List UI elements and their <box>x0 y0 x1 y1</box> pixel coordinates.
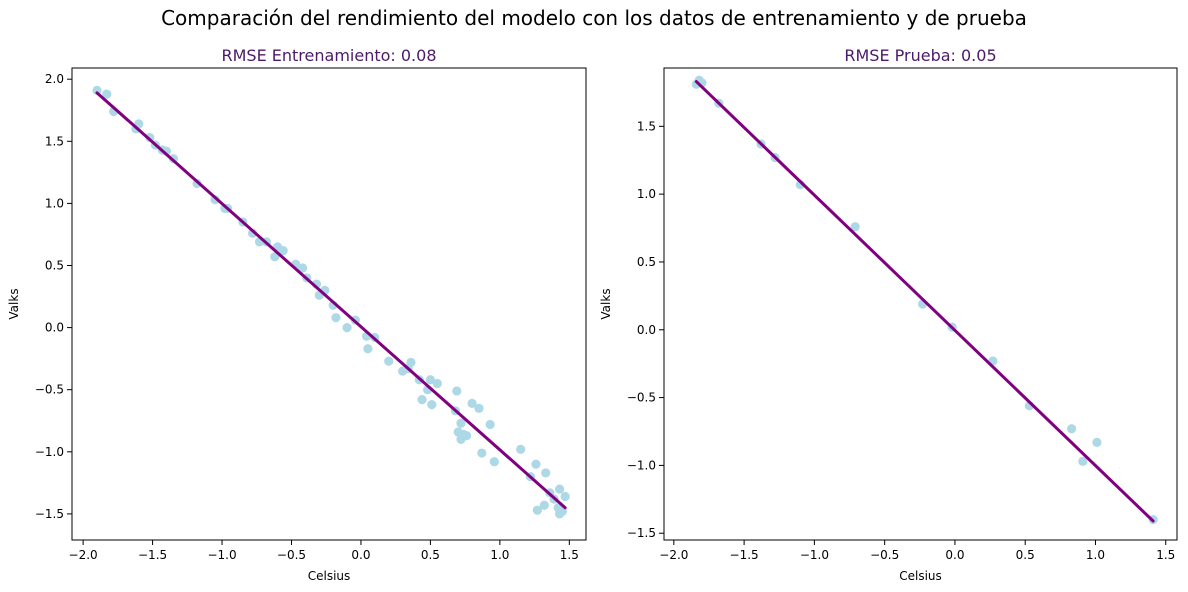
scatter-point <box>541 468 551 478</box>
x-axis-label: Celsius <box>899 569 942 583</box>
x-tick-label: 1.5 <box>560 548 579 562</box>
panel-title: RMSE Entrenamiento: 0.08 <box>222 46 437 65</box>
scatter-point <box>485 419 495 430</box>
scatter-point <box>406 357 416 367</box>
scatter-point <box>555 484 565 494</box>
x-tick-label: −2.0 <box>69 548 98 562</box>
scatter-point <box>1092 437 1102 447</box>
x-tick-label: −1.5 <box>138 548 167 562</box>
x-tick-label: −0.5 <box>870 548 899 562</box>
scatter-point <box>331 313 341 323</box>
x-tick-label: 1.5 <box>1156 548 1175 562</box>
scatter-point <box>417 395 427 405</box>
x-tick-label: −1.0 <box>800 548 829 562</box>
scatter-point <box>850 222 860 232</box>
scatter-point <box>531 459 541 469</box>
y-tick-label: 1.5 <box>45 134 64 148</box>
x-tick-label: −1.5 <box>730 548 759 562</box>
scatter-point <box>92 85 102 95</box>
y-axis-label: Valks <box>7 288 21 319</box>
x-tick-label: 1.0 <box>1086 548 1105 562</box>
scatter-point <box>270 252 280 262</box>
scatter-point <box>1078 456 1088 466</box>
scatter-point <box>539 500 549 510</box>
y-tick-label: −1.5 <box>627 526 656 540</box>
axes-frame <box>71 67 587 541</box>
scatter-point <box>461 431 472 441</box>
x-tick-label: 0.5 <box>421 548 440 562</box>
panel-title: RMSE Prueba: 0.05 <box>844 46 996 65</box>
y-tick-label: 1.5 <box>637 119 656 133</box>
figure-title: Comparación del rendimiento del modelo c… <box>161 6 1027 30</box>
axes-frame <box>663 67 1178 541</box>
scatter-point <box>467 398 477 408</box>
y-tick-label: 0.0 <box>637 323 656 337</box>
x-tick-label: −2.0 <box>659 548 688 562</box>
test-panel: RMSE Prueba: 0.05−2.0 −1.5 −1.0 −0.5 0.0 0.5 1… <box>599 46 1178 583</box>
scatter-point <box>298 263 308 273</box>
y-tick-label: 2.0 <box>45 72 64 86</box>
x-axis-label: Celsius <box>308 569 351 583</box>
y-tick-label: 1.0 <box>45 196 64 210</box>
scatter-point <box>427 400 437 410</box>
x-tick-label: 0.0 <box>945 548 964 562</box>
scatter-point <box>560 491 570 502</box>
y-axis-label: Valks <box>599 288 613 319</box>
x-tick-label: 0.5 <box>1016 548 1035 562</box>
scatter-point <box>557 506 567 517</box>
regression-line <box>95 91 567 510</box>
scatter-point <box>516 444 526 454</box>
y-tick-label: 0.5 <box>45 258 64 272</box>
scatter-point <box>425 375 436 385</box>
scatter-point <box>102 89 112 99</box>
x-tick-label: 1.0 <box>490 548 509 562</box>
y-tick-label: −1.5 <box>35 507 64 521</box>
y-tick-label: 1.0 <box>637 187 656 201</box>
scatter-point <box>363 344 373 354</box>
scatter-point <box>532 505 542 515</box>
scatter-point <box>278 245 288 256</box>
scatter-point <box>474 403 484 413</box>
x-tick-label: −0.5 <box>277 548 306 562</box>
scatter-point <box>1066 424 1077 434</box>
scatter-point <box>384 356 394 366</box>
y-tick-label: −1.0 <box>627 458 656 472</box>
x-tick-label: −1.0 <box>207 548 236 562</box>
y-tick-label: 0.5 <box>637 255 656 269</box>
y-tick-label: 0.0 <box>45 321 64 335</box>
x-tick-label: 0.0 <box>351 548 370 562</box>
scatter-point <box>456 418 466 428</box>
scatter-point <box>342 323 352 333</box>
train-panel: RMSE Entrenamiento: 0.08 −2.0 −1.5 −1.0 −0.5… <box>7 46 587 583</box>
scatter-point <box>477 448 487 458</box>
regression-line <box>694 80 1155 523</box>
scatter-point <box>452 386 462 396</box>
y-tick-label: −1.0 <box>35 445 64 459</box>
scatter-point <box>489 457 499 467</box>
y-tick-label: −0.5 <box>627 391 656 405</box>
y-tick-label: −0.5 <box>35 383 64 397</box>
scatter-point <box>432 378 442 389</box>
